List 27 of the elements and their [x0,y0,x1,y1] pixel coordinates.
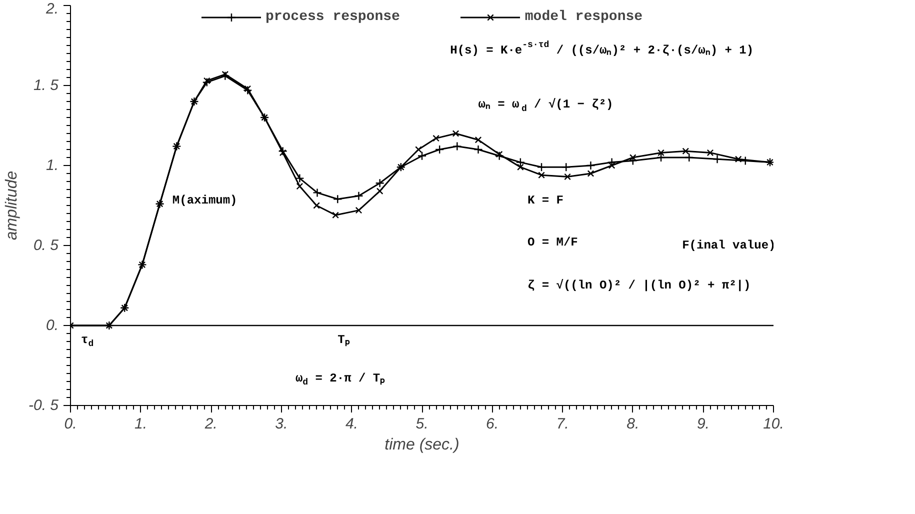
x-tick-label: 4. [345,416,358,432]
y-tick-label: 0. [46,317,59,334]
y-tick-label: 1. 5 [33,77,60,94]
x-tick-label: 8. [626,416,640,432]
x-tick-label: 7. [556,416,569,432]
annotation: F(inal value) [682,238,776,252]
y-axis-title: amplitude [3,170,20,240]
annotation: K = F [527,194,564,208]
x-tick-label: 1. [134,416,148,432]
annotation: ζ = √((ln O)² / |(ln O)² + π²|) [527,278,751,292]
x-axis-title: time (sec.) [384,436,460,454]
x-tick-label: 0. [64,416,77,432]
legend-label: process response [265,9,400,25]
x-tick-label: 10. [763,416,784,432]
annotation: Tₚ [338,332,350,347]
x-tick-label: 9. [696,416,710,432]
y-tick-label: 2. [44,0,59,18]
x-tick-label: 3. [275,416,288,432]
y-tick-label: 0. 5 [33,237,60,254]
legend-label: model response [524,9,643,25]
x-tick-label: 2. [204,416,218,432]
x-tick-label: 5. [416,416,428,432]
annotation: M(aximum) [172,194,238,208]
y-tick-label: 1. [46,157,59,174]
x-tick-label: 6. [486,416,499,432]
y-tick-label: -0. 5 [28,397,60,414]
annotation: O = M/F [527,235,578,250]
